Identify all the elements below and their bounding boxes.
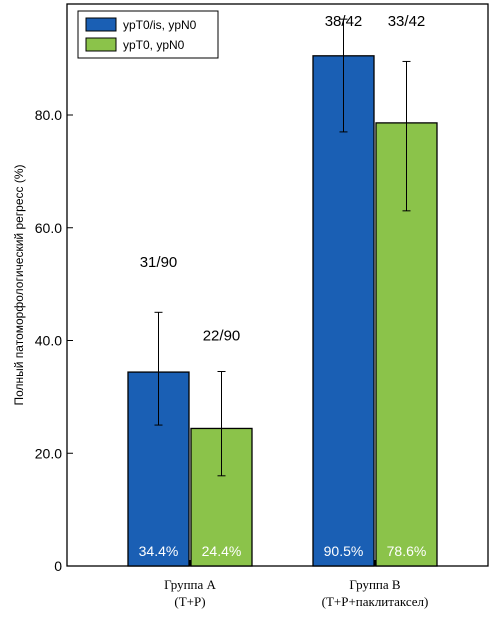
legend-label: ypT0, ypN0: [123, 38, 185, 52]
error-bars: [154, 18, 411, 477]
x-tick-label: Группа В: [349, 577, 400, 592]
x-tick-label-sub: (Т+Р): [174, 594, 205, 609]
y-tick-label: 40.0: [35, 333, 62, 349]
bars: [127, 55, 438, 567]
percent-label: 90.5%: [324, 543, 364, 559]
axes: 0 20.0 40.0 60.0 80.0 Полный патоморфологичес…: [12, 3, 489, 609]
fraction-label: 33/42: [388, 13, 426, 30]
percent-label: 78.6%: [387, 543, 427, 559]
fraction-label: 22/90: [203, 328, 241, 345]
legend-label: ypT0/is, ypN0: [123, 18, 197, 32]
y-tick-label: 80.0: [35, 107, 62, 123]
y-tick-label: 0: [54, 558, 62, 574]
legend-swatch: [85, 37, 117, 52]
bar: [312, 55, 375, 567]
plot-frame: [66, 3, 489, 567]
x-tick-label-sub: (Т+Р+паклитаксел): [322, 594, 429, 609]
y-tick-label: 20.0: [35, 445, 62, 461]
x-tick-label: Группа А: [164, 577, 216, 592]
fraction-label: 31/90: [140, 254, 178, 271]
percent-label: 34.4%: [139, 543, 179, 559]
percent-label: 24.4%: [202, 543, 242, 559]
legend-swatch: [85, 17, 117, 32]
legend: ypT0/is, ypN0 ypT0, ypN0: [77, 10, 219, 59]
y-tick-label: 60.0: [35, 220, 62, 236]
fraction-label: 38/42: [325, 13, 363, 30]
y-axis-label: Полный патоморфологический регресс (%): [12, 164, 26, 405]
data-labels: 31/90 34.4% 22/90 24.4% 38/42 90.5% 33/42 78.6%: [139, 13, 427, 559]
